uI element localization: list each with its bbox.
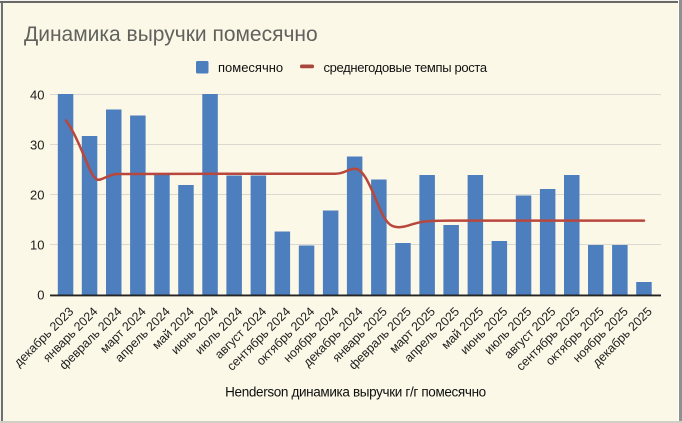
svg-text:помесячно: помесячно: [218, 60, 283, 75]
svg-text:40: 40: [30, 88, 44, 103]
svg-text:0: 0: [37, 288, 44, 303]
svg-text:среднегодовые темпы роста: среднегодовые темпы роста: [324, 60, 488, 75]
svg-text:Henderson динамика выручки г/г: Henderson динамика выручки г/г помесячно: [225, 385, 486, 400]
svg-text:10: 10: [30, 238, 44, 253]
svg-text:20: 20: [30, 188, 44, 203]
svg-text:30: 30: [30, 138, 44, 153]
svg-text:Динамика выручки помесячно: Динамика выручки помесячно: [24, 23, 318, 46]
